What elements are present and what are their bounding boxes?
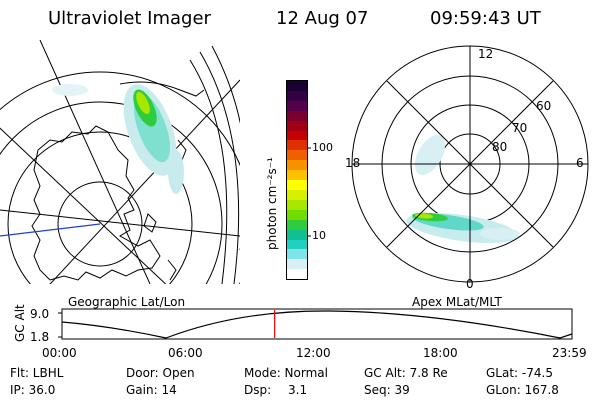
colorbar-tick-10: 10 [312,229,326,242]
colorbar-swatch-0 [287,81,307,91]
gain-info: Gain: 14 [126,383,177,397]
seq-info: Seq: 39 [364,383,410,397]
door-info: Door: Open [126,366,195,380]
colorbar-swatch-18 [287,259,307,270]
diag-line-2 [386,80,554,248]
lat-70-label: 70 [512,121,528,135]
mlt-0-label: 0 [466,277,474,291]
xtick-2359: 23:59 [552,346,587,360]
colorbar-swatch-3 [287,110,307,121]
mode-info: Mode: Normal [244,366,328,380]
colorbar [286,80,308,280]
colorbar-swatch-6 [287,140,307,151]
right-map-caption: Apex MLat/MLT [412,295,502,309]
colorbar-swatch-16 [287,239,307,250]
colorbar-swatch-12 [287,199,307,210]
lat-60-label: 60 [536,99,552,113]
meridian-highlight [0,223,101,237]
glat-info: GLat: -74.5 [486,366,553,380]
ip-info: IP: 36.0 [10,383,56,397]
colorbar-swatch-7 [287,150,307,161]
filter-info: Flt: LBHL [10,366,64,380]
left-map-caption: Geographic Lat/Lon [68,295,186,309]
dsp-value: 3.1 [288,383,308,397]
glon-info: GLon: 167.8 [486,383,559,397]
time-label: 09:59:43 UT [430,8,541,29]
xtick-0000: 00:00 [42,346,77,360]
colorbar-tick-100: 100 [312,141,333,154]
colorbar-swatch-13 [287,209,307,220]
lat-circles-left [0,71,240,284]
xtick-0600: 06:00 [168,346,203,360]
mlt-6-label: 6 [576,156,584,170]
colorbar-swatch-14 [287,219,307,230]
colorbar-swatch-15 [287,229,307,240]
date-label: 12 Aug 07 [276,8,369,29]
colorbar-swatch-1 [287,90,307,101]
colorbar-swatch-11 [287,189,307,200]
outer-arcs-left [189,45,240,284]
altitude-axis-label: GC Alt [13,304,27,342]
lat-80-label: 80 [492,140,508,154]
colorbar-swatch-2 [287,100,307,111]
altitude-curve [61,310,573,339]
xtick-1200: 12:00 [296,346,331,360]
coastline-left [31,81,205,281]
altitude-y-ticks [58,312,62,338]
colorbar-swatch-17 [287,249,307,260]
mlt-18-label: 18 [345,156,361,170]
aurora-right [406,135,520,244]
instrument-title: Ultraviolet Imager [48,8,211,29]
colorbar-swatch-9 [287,170,307,181]
colorbar-swatch-10 [287,180,307,190]
gc-alt-info: GC Alt: 7.8 Re [364,366,448,380]
colorbar-swatch-19 [287,269,307,280]
colorbar-swatch-5 [287,130,307,141]
mlt-12-label: 12 [478,47,494,61]
colorbar-swatch-8 [287,160,307,171]
xtick-1800: 18:00 [423,346,458,360]
colorbar-swatch-4 [287,120,307,131]
altitude-ytick-1-8: 1.8 [30,330,50,344]
aurora-left [52,84,184,194]
altitude-plot-frame [61,308,573,340]
dsp-label: Dsp: [244,383,272,397]
altitude-ytick-9: 9.0 [30,307,50,321]
